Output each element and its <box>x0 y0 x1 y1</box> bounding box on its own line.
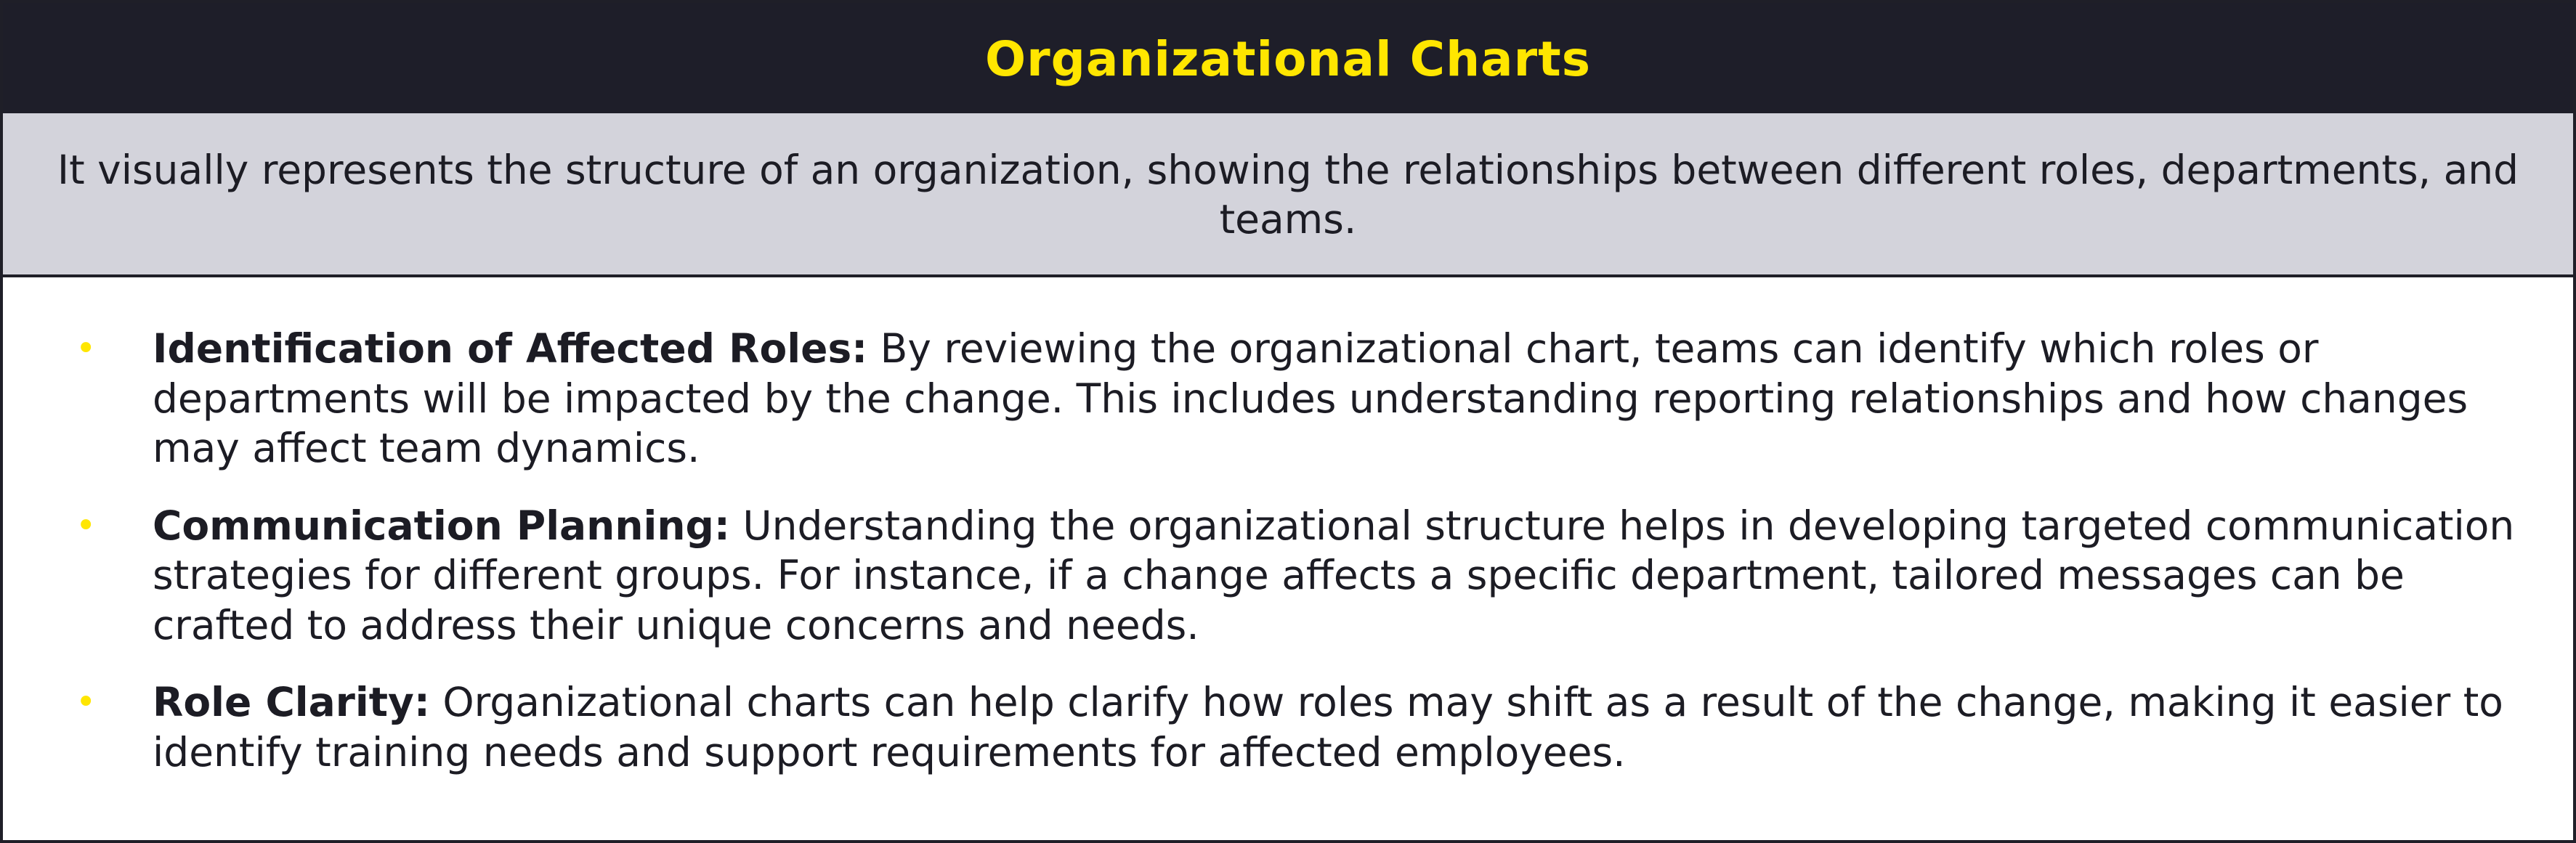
list-item: • Role Clarity: Organizational charts ca… <box>3 677 2573 777</box>
bullet-icon: • <box>76 328 97 369</box>
bullet-icon: • <box>76 505 97 546</box>
content-area: • Identification of Affected Roles: By r… <box>3 277 2573 840</box>
bullet-text: By reviewing the organizational chart, t… <box>153 325 2468 471</box>
bullet-list: • Identification of Affected Roles: By r… <box>3 324 2573 805</box>
list-item: • Communication Planning: Understanding … <box>3 501 2573 651</box>
card-header: Organizational Charts <box>3 3 2573 113</box>
bullet-term: Communication Planning: <box>153 502 730 549</box>
bullet-term: Role Clarity: <box>153 679 430 725</box>
bullet-text: Understanding the organizational structu… <box>153 502 2515 648</box>
bullet-icon: • <box>76 682 97 722</box>
page-title: Organizational Charts <box>985 30 1591 87</box>
bullet-term: Identification of Affected Roles: <box>153 325 868 372</box>
bullet-text: Organizational charts can help clarify h… <box>153 679 2503 775</box>
list-item: • Identification of Affected Roles: By r… <box>3 324 2573 473</box>
summary-text: It visually represents the structure of … <box>57 147 2519 243</box>
summary-band: It visually represents the structure of … <box>3 113 2573 277</box>
